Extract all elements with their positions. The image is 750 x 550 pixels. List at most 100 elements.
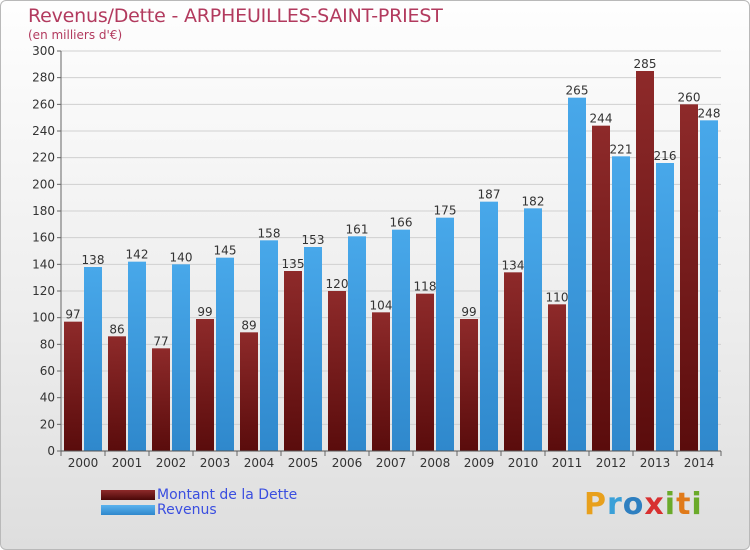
bar-revenue [700,120,718,451]
data-label-debt: 285 [634,57,657,71]
x-axis: 2000 2001 2002 2003 2004 2005 2006 2007 2008 2009… [60,450,722,470]
data-label-revenue: 161 [346,222,369,236]
data-label-revenue: 142 [126,248,149,262]
data-label-debt: 104 [370,298,393,312]
chart-title: Revenus/Dette - ARPHEUILLES-SAINT-PRIEST [28,5,443,27]
bar-debt [636,71,654,451]
data-label-revenue: 175 [434,204,457,218]
y-tick-label: 20 [40,417,55,431]
data-label-debt: 89 [241,318,256,332]
logo-letter: P [584,487,607,522]
legend-swatch-revenue [101,504,155,515]
x-tick-label: 2010 [508,456,539,470]
data-label-debt: 97 [65,308,80,322]
y-tick-label: 220 [32,151,55,165]
y-tick-label: 180 [32,204,55,218]
data-label-revenue: 138 [82,253,105,267]
data-label-revenue: 140 [170,250,193,264]
bar-debt [504,272,522,451]
x-tick-label: 2006 [332,456,363,470]
bar-revenue [172,264,190,451]
bar-revenue [128,261,146,451]
data-label-debt: 260 [678,90,701,104]
data-label-revenue: 182 [522,194,545,208]
bar-debt [240,332,258,451]
y-tick-label: 300 [32,44,55,58]
x-tick-label: 2005 [288,456,319,470]
legend-item-debt: Montant de la Dette [101,486,298,503]
y-tick-label: 160 [32,231,55,245]
y-tick-label: 140 [32,257,55,271]
bar-debt [680,104,698,451]
y-tick-label: 60 [40,364,55,378]
data-label-revenue: 248 [698,106,721,120]
x-tick-label: 2000 [68,456,99,470]
bar-debt [548,304,566,451]
legend-item-revenue: Revenus [101,501,297,518]
data-label-revenue: 265 [566,84,589,98]
y-tick-label: 280 [32,71,55,85]
bar-revenue [480,201,498,451]
data-label-revenue: 145 [214,244,237,258]
bar-revenue [656,163,674,451]
y-tick-label: 80 [40,337,55,351]
data-label-debt: 120 [326,277,349,291]
bar-revenue [304,247,322,451]
bar-debt [460,319,478,451]
x-tick-label: 2001 [112,456,143,470]
data-label-debt: 134 [502,258,525,272]
y-axis: 0 20 40 60 80 100 120 140 160 180 200 220 240 260 280 3… [32,44,62,458]
logo-letter: x [644,487,665,522]
data-label-debt: 135 [282,257,305,271]
x-tick-label: 2004 [244,456,275,470]
logo-letter: i [691,487,703,522]
x-tick-label: 2003 [200,456,231,470]
data-label-revenue: 216 [654,149,677,163]
bars [64,71,718,452]
bar-revenue [84,267,102,451]
bar-revenue [436,217,454,451]
legend-label-revenue: Revenus [157,501,217,518]
legend-swatch-debt [101,489,155,500]
grid-lines [61,50,721,452]
legend-label-debt: Montant de la Dette [157,486,298,503]
x-tick-label: 2009 [464,456,495,470]
bar-debt [152,348,170,451]
logo-letter: t [676,487,692,522]
y-tick-label: 240 [32,124,55,138]
x-tick-label: 2013 [640,456,671,470]
logo-letter: r [607,487,623,522]
bar-revenue [392,229,410,451]
data-label-revenue: 153 [302,233,325,247]
bar-debt [64,321,82,451]
bar-revenue [216,257,234,451]
logo-letter: i [664,487,677,522]
bar-revenue [348,236,366,451]
x-tick-label: 2012 [596,456,627,470]
y-tick-label: 260 [32,97,55,111]
data-label-revenue: 158 [258,226,281,240]
bar-debt [328,291,346,451]
x-tick-label: 2008 [420,456,451,470]
x-tick-label: 2014 [684,456,715,470]
bar-revenue [260,240,278,451]
x-tick-label: 2002 [156,456,187,470]
x-tick-label: 2007 [376,456,407,470]
bar-debt [108,336,126,451]
data-label-debt: 99 [197,305,212,319]
bar-debt [372,312,390,451]
data-label-debt: 118 [414,280,437,294]
legend: Montant de la Dette Revenus [101,486,298,518]
data-label-debt: 99 [461,305,476,319]
data-label-debt: 77 [153,334,168,348]
data-labels: 97 138 86 142 77 140 99 145 89 158 135 153 120 161 104… [65,57,720,348]
bar-revenue [524,208,542,451]
y-tick-label: 200 [32,177,55,191]
y-tick-label: 40 [40,391,55,405]
data-label-revenue: 166 [390,216,413,230]
y-tick-label: 0 [47,444,55,458]
data-label-debt: 86 [109,322,124,336]
x-tick-label: 2011 [552,456,583,470]
